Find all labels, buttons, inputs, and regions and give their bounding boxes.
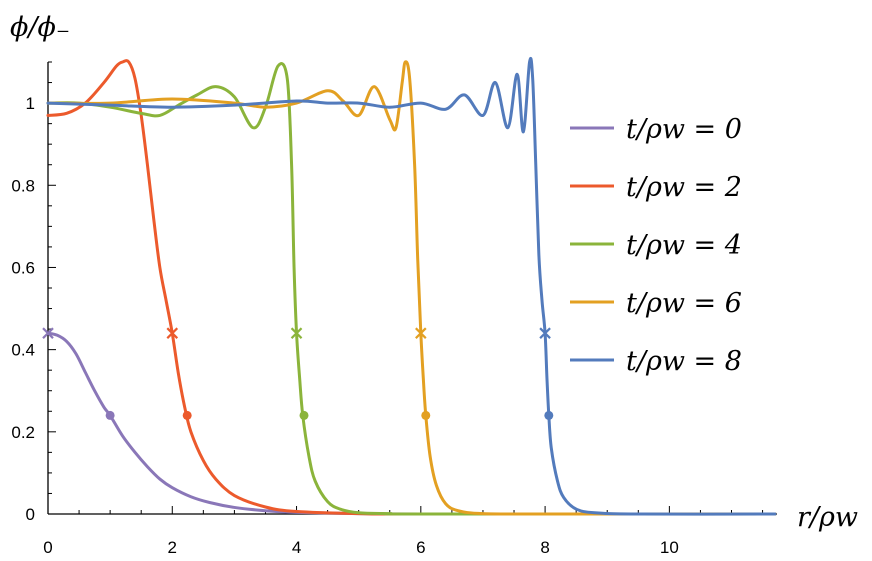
y-axis-title: ϕ/ϕ₋ (10, 12, 70, 43)
y-tick-label: 0 (26, 505, 35, 524)
dot-marker-2 (299, 410, 309, 420)
y-tick-label: 0.2 (11, 423, 35, 442)
y-tick-label: 0.4 (11, 341, 35, 360)
legend: t/ρw = 0 t/ρw = 2 t/ρw = 4 t/ρw = 6 t/ρw = 8 (570, 114, 742, 377)
x-tick-label: 6 (416, 538, 425, 557)
dot-marker-1 (182, 410, 192, 420)
dot-marker-0 (105, 410, 115, 420)
legend-label-0: t/ρw = 0 (626, 114, 742, 145)
series-line-1 (46, 59, 777, 516)
x-axis-title: r/ρw (797, 502, 858, 533)
x-tick-label: 10 (660, 538, 679, 557)
series-layer (46, 56, 777, 516)
cross-marker-1 (166, 327, 179, 339)
dot-marker-4 (544, 410, 554, 420)
x-tick-label: 2 (168, 538, 177, 557)
cross-marker-3 (415, 327, 427, 339)
x-tick-label: 4 (292, 538, 301, 557)
y-tick-label: 0.6 (11, 258, 35, 277)
series-line-3 (46, 60, 777, 516)
series-line-2 (46, 62, 777, 516)
legend-label-2: t/ρw = 4 (626, 230, 742, 261)
cross-marker-4 (539, 327, 551, 339)
legend-label-3: t/ρw = 6 (626, 288, 742, 319)
y-tick-label: 0.8 (11, 176, 35, 195)
tick-labels: 0 2 4 6 8 10 0 0.2 0.4 0.6 0.8 1 (11, 94, 678, 557)
x-tick-label: 0 (43, 538, 52, 557)
legend-label-1: t/ρw = 2 (626, 172, 742, 203)
x-tick-label: 8 (540, 538, 549, 557)
dot-marker-3 (421, 410, 431, 420)
series-line-4 (46, 56, 777, 516)
y-tick-label: 1 (26, 94, 35, 113)
legend-label-4: t/ρw = 8 (626, 346, 742, 377)
cross-marker-0 (42, 327, 54, 339)
cross-marker-2 (290, 327, 303, 339)
marker-layer (42, 327, 554, 420)
